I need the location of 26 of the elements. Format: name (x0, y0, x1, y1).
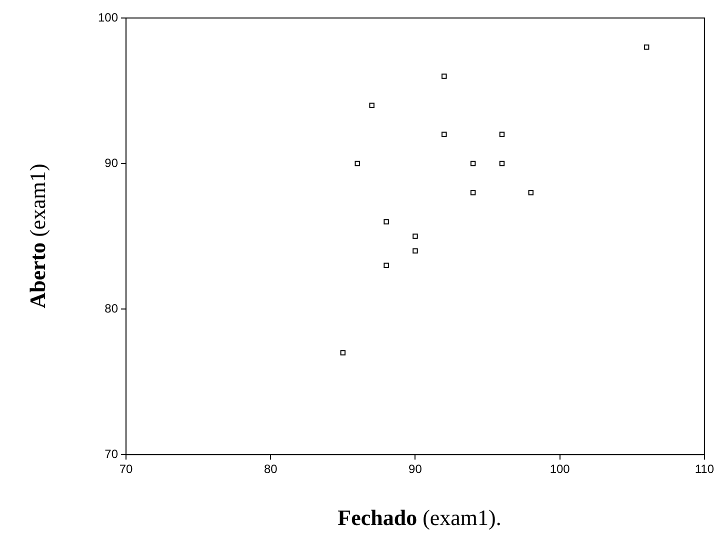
point (442, 132, 447, 138)
y-tick-label: 80 (104, 301, 118, 316)
point (470, 190, 476, 196)
y-tick-label: 90 (104, 156, 118, 170)
point (412, 234, 418, 239)
point (412, 248, 418, 254)
y-axis-title: Aberto (exam1) (25, 164, 51, 308)
point (499, 160, 505, 166)
y-tick-label: 100 (98, 10, 118, 24)
y-tick-label: 70 (104, 446, 118, 461)
x-axis-title: Fechado (exam1). (336, 505, 502, 531)
x-tick-label: 90 (408, 462, 422, 476)
point (384, 262, 389, 268)
point (644, 44, 650, 50)
x-tick-label: 70 (119, 462, 134, 476)
point (354, 160, 360, 166)
point (499, 132, 505, 138)
point (442, 74, 447, 79)
point (340, 350, 346, 356)
x-tick-label: 100 (550, 462, 570, 476)
point (369, 102, 374, 108)
x-tick-label: 80 (264, 462, 278, 476)
point (384, 219, 389, 224)
x-tick-label: 110 (694, 462, 714, 476)
point (470, 160, 476, 166)
point (528, 190, 534, 196)
